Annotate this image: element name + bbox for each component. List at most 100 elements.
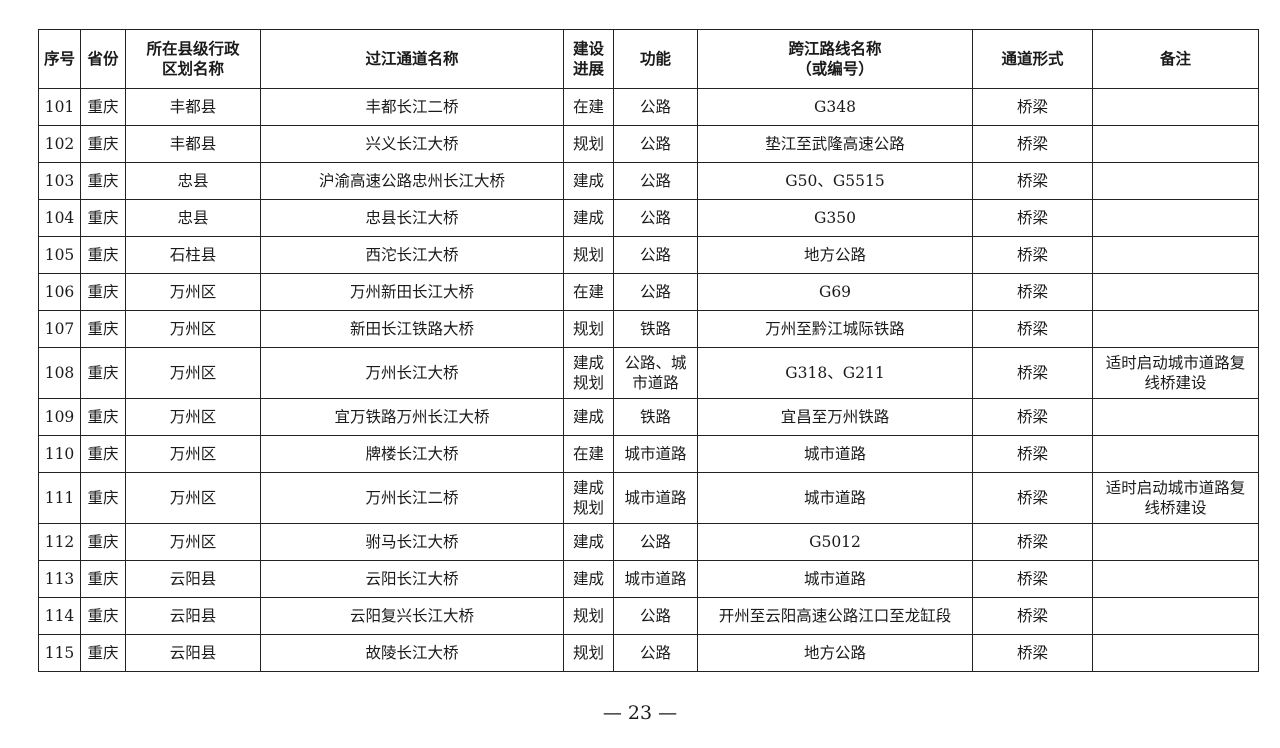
table-row: 108 重庆 万州区 万州长江大桥 建成 规划 公路、城 市道路 G318、G211 桥梁 适时…	[38, 347, 1259, 399]
table-row: 104 重庆 忠县 忠县长江大桥 建成 公路 G350 桥梁	[38, 199, 1259, 237]
cell-province: 重庆	[80, 236, 126, 274]
cell-province: 重庆	[80, 523, 126, 561]
table-row: 105 重庆 石柱县 西沱长江大桥 规划 公路 地方公路 桥梁	[38, 236, 1259, 274]
cell-remarks	[1092, 560, 1259, 598]
header-crossing-type: 通道形式	[972, 29, 1093, 89]
cell-crossing-type: 桥梁	[972, 472, 1093, 524]
cell-function: 铁路	[613, 398, 698, 436]
cell-route-name: G350	[697, 199, 973, 237]
cell-progress: 建成 规划	[563, 472, 614, 524]
cell-route-name: G69	[697, 273, 973, 311]
cell-crossing-type: 桥梁	[972, 125, 1093, 163]
cell-crossing-type: 桥梁	[972, 88, 1093, 126]
cell-progress: 建成	[563, 560, 614, 598]
table-row: 106 重庆 万州区 万州新田长江大桥 在建 公路 G69 桥梁	[38, 273, 1259, 311]
cell-crossing-name: 故陵长江大桥	[260, 634, 564, 672]
cell-crossing-name: 云阳长江大桥	[260, 560, 564, 598]
cell-province: 重庆	[80, 435, 126, 473]
cell-progress: 建成	[563, 523, 614, 561]
cell-remarks	[1092, 199, 1259, 237]
cell-province: 重庆	[80, 634, 126, 672]
cell-county: 忠县	[125, 162, 261, 200]
table-row: 111 重庆 万州区 万州长江二桥 建成 规划 城市道路 城市道路 桥梁 适时启动城市道路复 线…	[38, 472, 1259, 524]
cell-route-name: 城市道路	[697, 472, 973, 524]
cell-function: 公路	[613, 199, 698, 237]
cell-county: 万州区	[125, 523, 261, 561]
cell-remarks	[1092, 310, 1259, 348]
cell-crossing-name: 新田长江铁路大桥	[260, 310, 564, 348]
cell-province: 重庆	[80, 162, 126, 200]
cell-crossing-name: 沪渝高速公路忠州长江大桥	[260, 162, 564, 200]
cell-function: 公路	[613, 162, 698, 200]
cell-remarks	[1092, 597, 1259, 635]
cell-progress: 规划	[563, 125, 614, 163]
table-row: 110 重庆 万州区 牌楼长江大桥 在建 城市道路 城市道路 桥梁	[38, 435, 1259, 473]
cell-county: 石柱县	[125, 236, 261, 274]
cell-index: 112	[38, 523, 81, 561]
cell-crossing-name: 牌楼长江大桥	[260, 435, 564, 473]
cell-function: 公路、城 市道路	[613, 347, 698, 399]
cell-county: 万州区	[125, 273, 261, 311]
cell-index: 104	[38, 199, 81, 237]
cell-remarks	[1092, 236, 1259, 274]
header-crossing-name: 过江通道名称	[260, 29, 564, 89]
cell-function: 公路	[613, 597, 698, 635]
cell-index: 107	[38, 310, 81, 348]
table-row: 107 重庆 万州区 新田长江铁路大桥 规划 铁路 万州至黔江城际铁路 桥梁	[38, 310, 1259, 348]
header-remarks: 备注	[1092, 29, 1259, 89]
cell-progress: 在建	[563, 435, 614, 473]
table-row: 115 重庆 云阳县 故陵长江大桥 规划 公路 地方公路 桥梁	[38, 634, 1259, 672]
cell-remarks	[1092, 273, 1259, 311]
cell-index: 108	[38, 347, 81, 399]
cell-crossing-type: 桥梁	[972, 310, 1093, 348]
cell-county: 云阳县	[125, 634, 261, 672]
cell-crossing-type: 桥梁	[972, 435, 1093, 473]
cell-crossing-type: 桥梁	[972, 347, 1093, 399]
cell-province: 重庆	[80, 199, 126, 237]
cell-index: 103	[38, 162, 81, 200]
cell-function: 城市道路	[613, 435, 698, 473]
cell-crossing-type: 桥梁	[972, 597, 1093, 635]
cell-county: 云阳县	[125, 597, 261, 635]
cell-county: 云阳县	[125, 560, 261, 598]
cell-progress: 规划	[563, 310, 614, 348]
cell-county: 万州区	[125, 310, 261, 348]
cell-province: 重庆	[80, 347, 126, 399]
header-route-name: 跨江路线名称 （或编号）	[697, 29, 973, 89]
cell-crossing-name: 万州长江大桥	[260, 347, 564, 399]
cell-crossing-type: 桥梁	[972, 560, 1093, 598]
header-province: 省份	[80, 29, 126, 89]
cell-route-name: 垫江至武隆高速公路	[697, 125, 973, 163]
cell-county: 忠县	[125, 199, 261, 237]
cell-route-name: 宜昌至万州铁路	[697, 398, 973, 436]
cell-index: 114	[38, 597, 81, 635]
cell-index: 105	[38, 236, 81, 274]
cell-index: 111	[38, 472, 81, 524]
cell-index: 109	[38, 398, 81, 436]
cell-index: 101	[38, 88, 81, 126]
cell-crossing-name: 西沱长江大桥	[260, 236, 564, 274]
cell-function: 城市道路	[613, 560, 698, 598]
cell-progress: 建成	[563, 398, 614, 436]
cell-index: 110	[38, 435, 81, 473]
cell-route-name: G348	[697, 88, 973, 126]
cell-index: 102	[38, 125, 81, 163]
cell-progress: 规划	[563, 236, 614, 274]
cell-route-name: 万州至黔江城际铁路	[697, 310, 973, 348]
river-crossing-table: 序号 省份 所在县级行政 区划名称 过江通道名称 建设 进展 功能 跨江路线名称 （或编号）…	[38, 29, 1259, 672]
cell-progress: 在建	[563, 273, 614, 311]
cell-route-name: G318、G211	[697, 347, 973, 399]
cell-index: 106	[38, 273, 81, 311]
cell-index: 115	[38, 634, 81, 672]
table-header-row: 序号 省份 所在县级行政 区划名称 过江通道名称 建设 进展 功能 跨江路线名称 （或编号）…	[38, 29, 1259, 89]
cell-progress: 建成	[563, 162, 614, 200]
cell-crossing-name: 忠县长江大桥	[260, 199, 564, 237]
cell-progress: 规划	[563, 597, 614, 635]
cell-function: 公路	[613, 523, 698, 561]
page-number: — 23 —	[602, 702, 678, 724]
header-function: 功能	[613, 29, 698, 89]
cell-crossing-name: 云阳复兴长江大桥	[260, 597, 564, 635]
cell-county: 丰都县	[125, 125, 261, 163]
table-row: 109 重庆 万州区 宜万铁路万州长江大桥 建成 铁路 宜昌至万州铁路 桥梁	[38, 398, 1259, 436]
cell-province: 重庆	[80, 273, 126, 311]
